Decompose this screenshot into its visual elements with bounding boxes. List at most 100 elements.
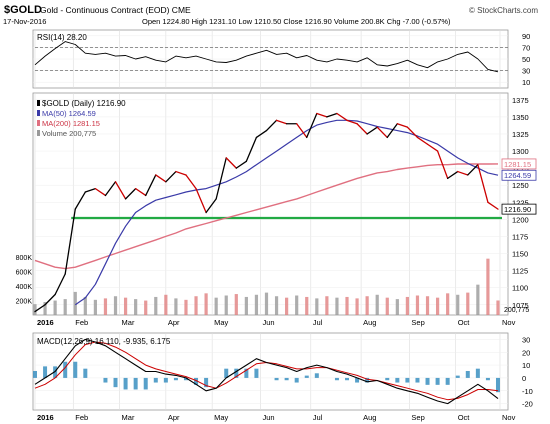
volume-bar [305,296,309,315]
price-segment [195,187,207,214]
legend-swatch-volume [37,130,40,136]
volume-bar [93,299,97,315]
price-segment [74,191,86,210]
x-tick-label-price: Aug [363,318,376,327]
rsi-y-tick: 30 [522,67,530,76]
volume-bar [254,294,259,315]
x-tick-label-macd: Apr [168,413,180,422]
volume-bar [375,294,379,315]
price-y-tick: 1375 [512,96,529,105]
price-right-box [501,169,537,181]
x-tick-label-price: Feb [75,318,88,327]
legend-price: $GOLD (Daily) 1216.90 [42,99,126,108]
macd-line [34,338,499,405]
volume-bar [164,294,168,315]
legend-swatch-ma200 [37,120,40,126]
price-y-tick: 1325 [512,130,529,139]
macd-histogram-bar [234,368,239,378]
macd-histogram-bar [274,377,279,381]
macd-histogram-bar [304,375,309,378]
macd-y-tick: -10 [522,387,533,396]
price-right-box [501,203,537,215]
price-right-label: 1264.59 [504,171,531,180]
price-segment [487,201,499,210]
price-y-tick: 1300 [512,147,529,156]
grid-layer [33,30,508,410]
volume-bar [224,295,228,315]
x-tick-label-price: Jun [262,318,274,327]
macd-histogram-bar [365,377,370,383]
volume-bar [446,293,450,315]
macd-histogram-bar [294,377,299,383]
x-tick-label-price: Mar [122,318,135,327]
x-tick-label-price: Oct [458,318,471,327]
macd-histogram-bar [73,361,78,378]
volume-bar [113,296,118,315]
price-segment [406,126,419,139]
price-segment [316,112,328,118]
volume-bar [385,297,389,315]
volume-bar [285,297,289,315]
price-segment [386,123,398,139]
volume-bar [33,304,37,315]
macd-histogram-bar [83,368,88,378]
price-segment [447,170,459,180]
price-y-tick: 1350 [512,113,529,122]
volume-bar [244,296,248,315]
price-segment [416,136,429,145]
volume-bar [73,291,77,315]
price-segment [215,157,227,200]
macd-histogram-bar [345,377,350,381]
volume-bar [63,299,67,315]
macd-histogram-bar [425,377,430,385]
volume-bar [415,295,420,315]
x-tick-label-macd: Jun [262,413,274,422]
price-right-box [501,158,537,170]
volume-bar [103,298,108,315]
x-tick-label-macd: Nov [502,413,516,422]
volume-bar [395,299,399,315]
macd-histogram-bar [163,377,168,383]
price-segment [426,143,439,152]
price-y-tick: 1075 [512,301,529,310]
legend-ma50: MA(50) 1264.59 [42,109,96,118]
macd-histogram-bar [43,366,48,378]
macd-signal-line [34,341,499,401]
price-segment [155,174,167,183]
price-segment [205,198,217,214]
legend-ma200: MA(200) 1281.15 [42,119,100,128]
price-segment [366,126,378,135]
rsi-y-tick: 50 [522,55,530,64]
price-segment [235,160,248,169]
price-right-label: 1216.90 [504,205,531,214]
macd-histogram-bar [355,377,360,383]
macd-histogram-bar [284,377,289,381]
volume-bar [144,300,148,315]
macd-histogram-bar [415,377,420,383]
macd-histogram-bar [334,377,339,381]
price-segment [54,273,66,296]
price-segment [114,181,127,200]
macd-histogram-layer [33,361,500,393]
x-tick-label-price: 2016 [37,318,54,327]
volume-bar [204,293,208,315]
x-tick-label-macd: Feb [75,413,88,422]
macd-y-tick: 0 [522,374,526,383]
x-tick-label-price: Apr [168,318,180,327]
price-segment [104,181,117,197]
macd-histogram-bar [173,377,178,381]
price-segment [356,123,368,135]
macd-y-tick: -20 [522,400,533,409]
volume-bar [466,292,470,315]
volume-bar [214,297,218,315]
rsi-y-tick: 10 [522,78,530,87]
price-segment [145,174,157,197]
price-segment [134,187,147,197]
price-segment [64,208,76,275]
x-tick-label-macd: Oct [458,413,471,422]
price-segment [467,164,479,176]
macd-histogram-bar [475,368,480,378]
volume-bar [154,296,158,315]
volume-bar [496,300,500,315]
